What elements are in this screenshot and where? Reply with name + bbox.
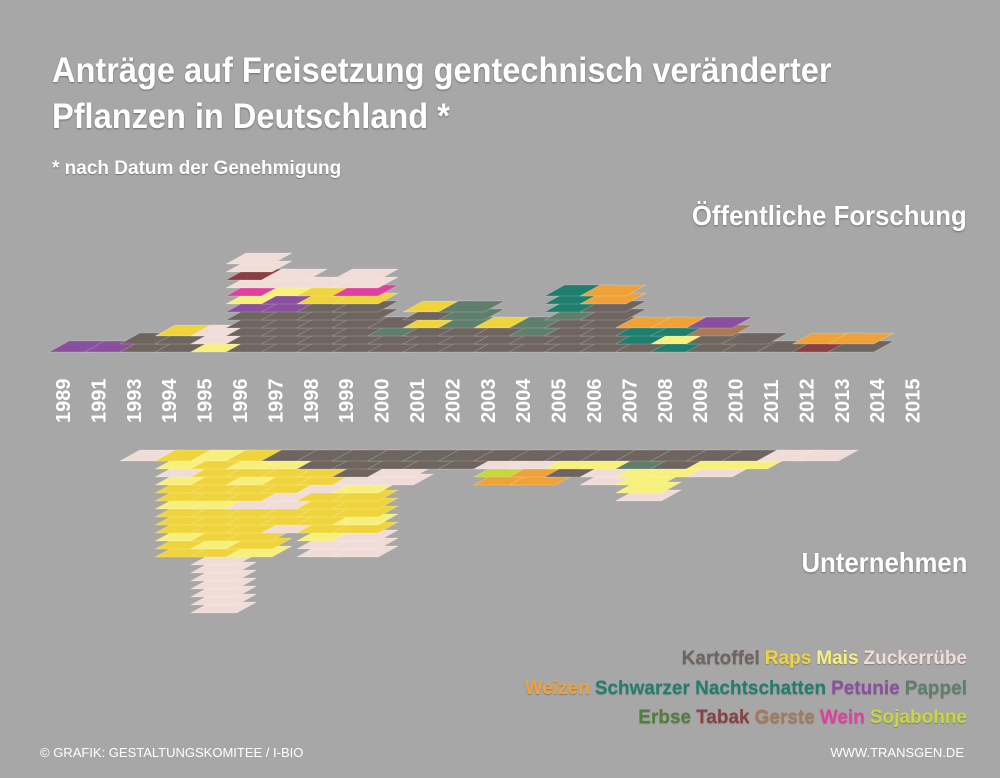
year-tick-label: 2009: [690, 379, 712, 424]
chart-title: Anträge auf Freisetzung gentechnisch ver…: [52, 48, 889, 140]
legend-item: Sojabohne: [869, 707, 967, 728]
title-line-1: Anträge auf Freisetzung gentechnisch ver…: [52, 51, 832, 90]
year-tick-label: 2001: [407, 379, 429, 424]
year-tick-label: 1993: [124, 379, 146, 424]
legend-item: Raps: [764, 648, 812, 669]
company-stacks: [119, 449, 859, 614]
legend-item: Gerste: [754, 707, 815, 728]
year-tick-label: 2003: [478, 379, 500, 424]
year-axis: 1989 1991 1993 1994 1995 1996 1997 1998 1999 2000…: [53, 378, 925, 423]
legend-item: Zuckerrübe: [863, 648, 967, 669]
application-plate: [225, 252, 293, 265]
application-plate: [438, 300, 505, 313]
application-plate: [332, 268, 399, 281]
year-tick-label: 1989: [53, 379, 75, 424]
label-public-research: Öffentliche Forschung: [692, 200, 967, 231]
year-tick-label: 1991: [88, 379, 110, 424]
application-plate: [792, 449, 859, 462]
year-tick-label: 2008: [655, 379, 677, 424]
year-tick-label: 2004: [513, 378, 535, 423]
label-companies: Unternehmen: [800, 547, 967, 578]
legend-item: Kartoffel: [681, 648, 760, 669]
year-tick-label: 2000: [372, 379, 394, 424]
year-tick-label: 2015: [903, 379, 925, 424]
year-tick-label: 2005: [549, 379, 571, 424]
application-plate: [827, 332, 894, 345]
year-tick-label: 2013: [832, 379, 854, 424]
year-tick-label: 2012: [796, 379, 818, 424]
year-tick-label: 1998: [301, 379, 323, 424]
legend-row-1: Kartoffel Raps Mais Zuckerrübe: [677, 648, 967, 670]
year-tick-label: 2002: [442, 379, 464, 424]
legend-row-2: Weizen Schwarzer Nachtschatten Petunie Papp…: [520, 678, 967, 700]
year-tick-label: 2007: [619, 379, 641, 424]
legend-row-3: Erbse Tabak Gerste Wein Sojabohne: [633, 707, 967, 729]
legend-item: Mais: [816, 648, 859, 669]
legend-item: Weizen: [524, 678, 590, 699]
application-plate: [721, 332, 788, 345]
year-tick-label: 1997: [265, 379, 287, 424]
year-tick-label: 1995: [195, 379, 217, 424]
year-tick-label: 2006: [584, 379, 606, 424]
year-tick-label: 2011: [761, 380, 783, 423]
legend-item: Pappel: [904, 678, 967, 699]
legend-item: Erbse: [638, 707, 692, 728]
footer-credit: © GRAFIK: GESTALTUNGSKOMITEE / I-BIO: [40, 745, 304, 760]
public-research-stacks: [48, 252, 894, 353]
footer-website: WWW.TRANSGEN.DE: [830, 745, 964, 760]
application-plate: [686, 316, 753, 329]
chart-subtitle: * nach Datum der Genehmigung: [52, 158, 342, 179]
year-tick-label: 1996: [230, 379, 252, 424]
title-line-2: Pflanzen in Deutschland *: [52, 97, 450, 136]
application-plate: [261, 268, 328, 281]
year-tick-label: 1994: [159, 378, 181, 423]
legend-item: Schwarzer Nachtschatten: [594, 678, 827, 699]
year-tick-label: 2014: [867, 378, 889, 423]
year-tick-label: 1999: [336, 379, 358, 424]
legend-item: Wein: [819, 707, 865, 728]
year-tick-label: 2010: [726, 379, 748, 424]
legend-item: Petunie: [831, 678, 900, 699]
legend-item: Tabak: [696, 707, 750, 728]
application-plate: [579, 284, 647, 297]
